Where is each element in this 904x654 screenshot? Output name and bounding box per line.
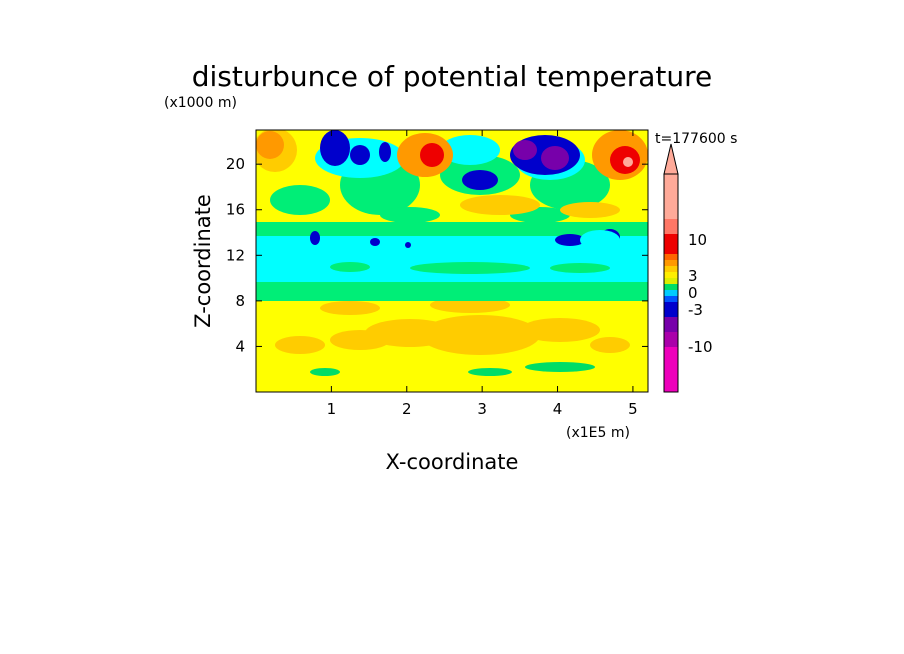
y-unit-note: (x1000 m) xyxy=(164,95,237,111)
x-tick-label: 1 xyxy=(327,400,337,418)
colorbar-segment xyxy=(664,234,678,254)
y-ticks: 4 8 12 16 20 xyxy=(226,155,648,355)
y-tick-label: 20 xyxy=(226,155,245,173)
x-tick-label: 5 xyxy=(628,400,638,418)
x-axis-label: X-coordinate xyxy=(386,450,519,474)
y-axis-label: Z-coordinate xyxy=(191,194,215,328)
x-tick-label: 4 xyxy=(553,400,563,418)
colorbar-segment xyxy=(664,347,678,392)
colorbar-label: -10 xyxy=(688,338,713,356)
plot-area xyxy=(256,130,648,392)
low-level-warm-anomalies xyxy=(275,297,630,355)
colorbar-segment xyxy=(664,317,678,332)
colorbar-segment xyxy=(664,284,678,290)
colorbar-label: 10 xyxy=(688,231,707,249)
upper-purple xyxy=(513,140,569,170)
green-bands-mid xyxy=(256,222,648,290)
colorbar-frame xyxy=(663,173,679,393)
cyan-pockets xyxy=(580,230,620,250)
plot-frame xyxy=(255,129,649,393)
chart-title: disturbunce of potential temperature xyxy=(192,60,713,93)
x-tick-label: 3 xyxy=(477,400,487,418)
colorbar-label: 3 xyxy=(688,267,698,285)
y-tick-label: 12 xyxy=(226,246,245,264)
x-unit-note: (x1E5 m) xyxy=(566,425,630,441)
colorbar-segment xyxy=(664,332,678,347)
y-tick-label: 4 xyxy=(235,337,245,355)
colorbar-segment xyxy=(664,302,678,317)
colorbar-segment xyxy=(664,174,678,219)
colorbar-segment xyxy=(664,266,678,272)
x-ticks: 1 2 3 4 5 xyxy=(327,130,638,418)
colorbar-label: 0 xyxy=(688,284,698,302)
colorbar-segment xyxy=(664,260,678,266)
y-tick-label: 16 xyxy=(226,201,245,219)
colorbar-segment xyxy=(664,272,678,278)
colorbar-arrow xyxy=(663,143,679,175)
x-tick-label: 2 xyxy=(402,400,412,418)
colorbar-segment xyxy=(664,290,678,296)
green-band-lower xyxy=(256,287,648,301)
low-level-cool-spots xyxy=(310,362,595,376)
colorbar-segment xyxy=(664,278,678,284)
upper-warm xyxy=(256,130,648,218)
colorbar-segment xyxy=(664,296,678,302)
y-tick-label: 8 xyxy=(235,292,245,310)
time-label: t=177600 s xyxy=(655,131,737,147)
colorbar-segment xyxy=(664,219,678,234)
colorbar-label: -3 xyxy=(688,301,703,319)
colorbar-segment xyxy=(664,254,678,260)
colorbar: 10 30-3 -10 xyxy=(663,143,713,393)
